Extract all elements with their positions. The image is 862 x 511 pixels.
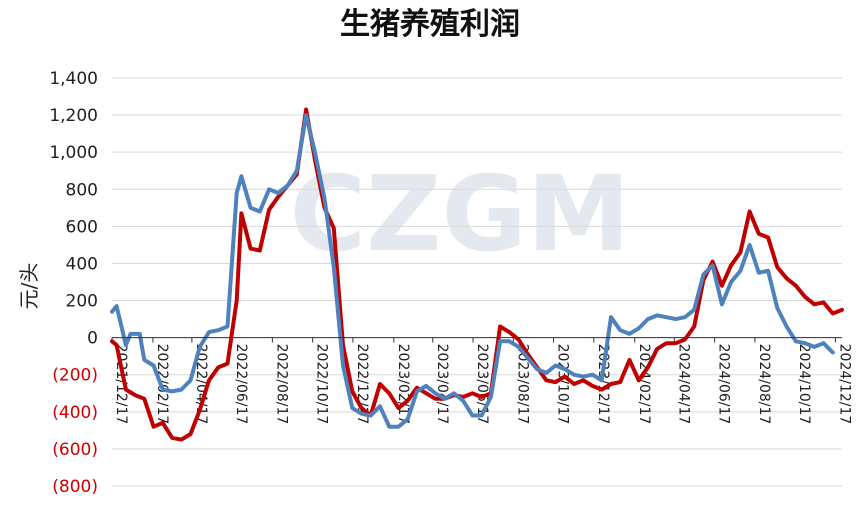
series-line-1 [110,113,835,429]
y-tick-label: 800 [66,180,98,200]
x-tick-label: 2024/04/17 [675,344,691,425]
y-tick-label: 200 [66,292,98,312]
x-tick-label: 2024/12/17 [836,344,852,425]
y-axis-label: 元/头 [17,263,41,310]
watermark: CZGM [290,153,631,275]
x-tick-label: 2023/10/17 [555,344,571,425]
y-tick-label: 1,000 [49,143,98,163]
x-tick-label: 2023/08/17 [514,344,530,425]
y-tick-label: 0 [87,329,98,349]
y-tick-label: (400) [52,403,98,423]
x-tick-label: 2023/02/17 [395,344,411,425]
x-tick-label: 2024/06/17 [716,344,732,425]
y-tick-label: (600) [52,440,98,460]
y-tick-label: 1,200 [49,106,98,126]
y-tick-label: 600 [66,217,98,237]
series-line-0 [110,107,844,442]
chart-title: 生猪养殖利润 [340,7,520,42]
y-tick-label: 400 [66,254,98,274]
x-tick-label: 2023/04/17 [434,344,450,425]
y-tick-label: (800) [52,477,98,497]
x-tick-label: 2024/10/17 [796,344,812,425]
x-tick-label: 2024/02/17 [636,344,652,425]
x-tick-label: 2022/08/17 [273,344,289,425]
y-tick-label: (200) [52,366,98,386]
x-tick-label: 2021/12/17 [113,344,129,425]
x-tick-label: 2022/06/17 [233,344,249,425]
y-tick-layer: 1,400 1,200 1,000 800 600 400 200 0 (200) (400) (6… [49,69,98,497]
x-tick-label: 2022/10/17 [314,344,330,425]
x-tick-label: 2023/12/17 [595,344,611,425]
y-tick-label: 1,400 [49,69,98,89]
x-tick-label: 2024/08/17 [756,344,772,425]
series-layer [110,107,844,442]
